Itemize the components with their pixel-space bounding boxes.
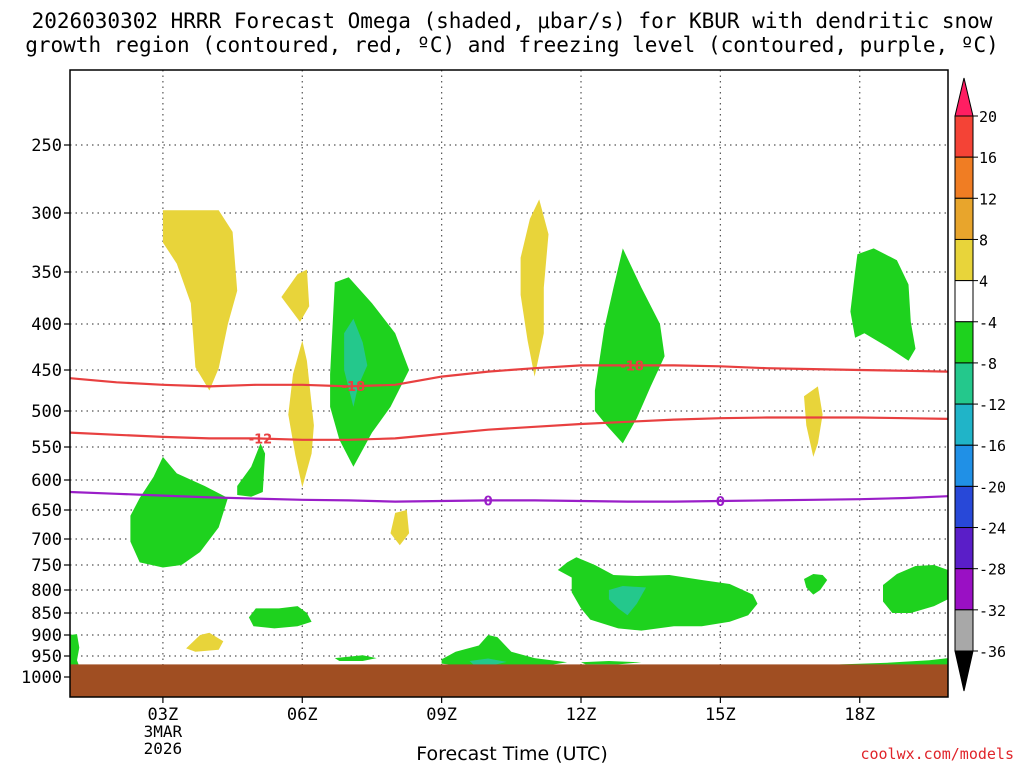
omega-region-2 [281, 269, 310, 322]
omega-region-5 [520, 199, 549, 377]
contour-label-3: -12 [249, 433, 273, 448]
omega-shading-group [70, 199, 948, 667]
y-tick-label-800: 800 [31, 581, 62, 601]
colorbar-box-11 [954, 527, 974, 570]
colorbar-label-2: 16 [979, 149, 997, 167]
contour-label-5: 0 [716, 495, 725, 510]
colorbar-label-7: -8 [979, 355, 997, 373]
y-tick-label-650: 650 [31, 501, 62, 521]
omega-region-18 [557, 557, 758, 631]
x-tick-label-18Z: 18Z [844, 705, 875, 725]
omega-region-13 [334, 655, 377, 661]
colorbar-label-5: 4 [979, 273, 988, 291]
colorbar-box-6 [954, 321, 974, 364]
colorbar-label-6: -4 [979, 314, 997, 332]
omega-region-20 [804, 574, 828, 595]
colorbar-label-9: -16 [979, 437, 1006, 455]
colorbar-box-9 [954, 444, 974, 487]
omega-region-3 [288, 340, 314, 488]
colorbar-box-10 [954, 485, 974, 529]
contour-label-2: -18 [620, 359, 644, 374]
y-tick-label-350: 350 [31, 263, 62, 283]
colorbar-label-4: 8 [979, 231, 988, 249]
omega-region-22 [883, 565, 948, 613]
chart-title-line-2: growth region (contoured, red, ºC) and f… [25, 33, 999, 57]
contour-line-1 [69, 364, 949, 388]
omega-region-17 [581, 661, 642, 665]
contour-label-4: 0 [484, 494, 493, 509]
colorbar-box-5 [954, 280, 974, 323]
colorbar-label-13: -32 [979, 602, 1006, 620]
colorbar-label-8: -12 [979, 396, 1006, 414]
omega-region-24 [70, 634, 80, 667]
ground-terrain [70, 664, 948, 697]
x-tick-label-12Z: 12Z [566, 705, 597, 725]
omega-region-1 [162, 210, 238, 391]
colorbar-label-14: -36 [979, 643, 1006, 661]
colorbar-box-1 [954, 115, 974, 158]
omega-region-8 [130, 456, 228, 568]
colorbar-label-10: -20 [979, 478, 1006, 496]
contour-line-3 [69, 416, 949, 441]
colorbar-arrow-bottom [954, 650, 974, 692]
colorbar-label-1: 20 [979, 108, 997, 126]
y-tick-label-550: 550 [31, 438, 62, 458]
colorbar-label-11: -24 [979, 520, 1006, 538]
omega-region-7 [186, 632, 224, 652]
colorbar-box-3 [954, 197, 974, 240]
y-tick-label-750: 750 [31, 556, 62, 576]
x-tick-label-15Z: 15Z [705, 705, 736, 725]
y-tick-label-1000: 1000 [21, 668, 62, 688]
contour-line-4 [69, 490, 949, 503]
colorbar-label-12: -28 [979, 561, 1006, 579]
omega-region-15 [469, 658, 507, 666]
omega-region-10 [248, 606, 312, 629]
colorbar-box-12 [954, 568, 974, 611]
x-axis-title: Forecast Time (UTC) [416, 743, 608, 765]
colorbar-box-13 [954, 609, 974, 652]
x-tick-label-06Z: 06Z [287, 705, 318, 725]
colorbar-box-7 [954, 362, 974, 405]
y-tick-label-700: 700 [31, 530, 62, 550]
colorbar-box-2 [954, 156, 974, 199]
y-tick-label-450: 450 [31, 361, 62, 381]
y-tick-label-850: 850 [31, 604, 62, 624]
colorbar-box-4 [954, 238, 974, 282]
omega-region-12 [344, 318, 368, 407]
omega-region-14 [441, 635, 568, 667]
omega-region-16 [594, 248, 665, 444]
y-tick-label-600: 600 [31, 471, 62, 491]
colorbar-arrow-top [954, 77, 974, 117]
y-tick-label-250: 250 [31, 136, 62, 156]
y-tick-label-400: 400 [31, 315, 62, 335]
plot-frame [69, 69, 949, 698]
chart-title-line-1: 2026030302 HRRR Forecast Omega (shaded, … [31, 9, 993, 33]
colorbar-label-3: 12 [979, 190, 997, 208]
source-credit[interactable]: coolwx.com/models [860, 745, 1014, 763]
omega-region-4 [390, 510, 410, 546]
x-date-label-2: 2026 [144, 739, 183, 758]
colorbar-box-8 [954, 403, 974, 446]
omega-region-19 [608, 586, 646, 616]
y-tick-label-300: 300 [31, 204, 62, 224]
x-tick-label-09Z: 09Z [426, 705, 457, 725]
omega-region-9 [237, 443, 266, 497]
x-tick-label-03Z: 03Z [148, 705, 179, 725]
omega-region-6 [804, 386, 823, 457]
omega-region-21 [850, 248, 916, 361]
x-date-label-1: 3MAR [144, 722, 183, 741]
y-tick-label-900: 900 [31, 626, 62, 646]
contour-label-1: -18 [342, 380, 366, 395]
y-tick-label-500: 500 [31, 402, 62, 422]
y-tick-label-950: 950 [31, 647, 62, 667]
